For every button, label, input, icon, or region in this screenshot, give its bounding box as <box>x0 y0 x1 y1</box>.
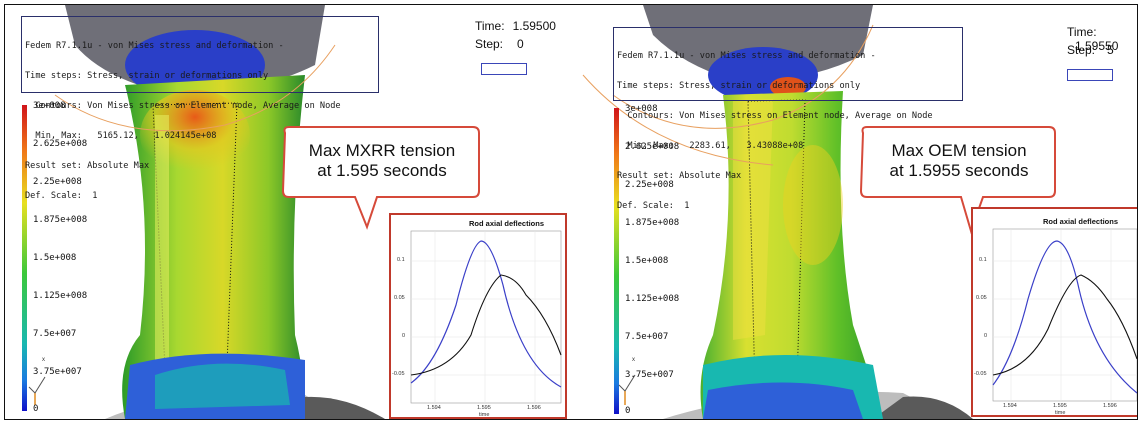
y-tick: 0.05 <box>976 295 987 301</box>
y-tick: 0.05 <box>394 295 405 301</box>
callout-line: Max OEM tension <box>865 141 1053 161</box>
inset-plot <box>973 209 1137 415</box>
y-tick: -0.05 <box>974 371 987 377</box>
y-tick: -0.05 <box>392 371 405 377</box>
x-tick: 1.596 <box>527 405 541 411</box>
inset-plot <box>391 215 565 417</box>
callout-line: at 1.5955 seconds <box>865 161 1053 181</box>
callout-line: Max MXRR tension <box>287 141 477 161</box>
x-tick: 1.594 <box>427 405 441 411</box>
right-panel: x Fedem R7.1.1u - von Mises stress and d… <box>573 5 1138 419</box>
callout-line: at 1.595 seconds <box>287 161 477 181</box>
callout-text: Max MXRR tension at 1.595 seconds <box>287 141 477 181</box>
left-panel: x Fedem R7.1.1u - von Mises stress and d… <box>5 5 570 419</box>
x-tick: 1.596 <box>1103 403 1117 409</box>
x-tick: 1.595 <box>477 405 491 411</box>
x-tick: 1.595 <box>1053 403 1067 409</box>
x-tick: 1.594 <box>1003 403 1017 409</box>
callout-text: Max OEM tension at 1.5955 seconds <box>865 141 1053 181</box>
y-tick: 0.1 <box>979 257 987 263</box>
y-tick: 0 <box>984 333 987 339</box>
y-tick: 0.1 <box>397 257 405 263</box>
figure-frame: x Fedem R7.1.1u - von Mises stress and d… <box>4 4 1138 420</box>
x-axis-label: time <box>1055 410 1065 416</box>
rod-deflection-inset: Rod axial deflections 0.1 0.05 0 -0.05 1… <box>971 207 1138 417</box>
rod-deflection-inset: Rod axial deflections 0.1 0.05 0 -0.05 1… <box>389 213 567 419</box>
y-tick: 0 <box>402 333 405 339</box>
x-axis-label: time <box>479 412 489 418</box>
